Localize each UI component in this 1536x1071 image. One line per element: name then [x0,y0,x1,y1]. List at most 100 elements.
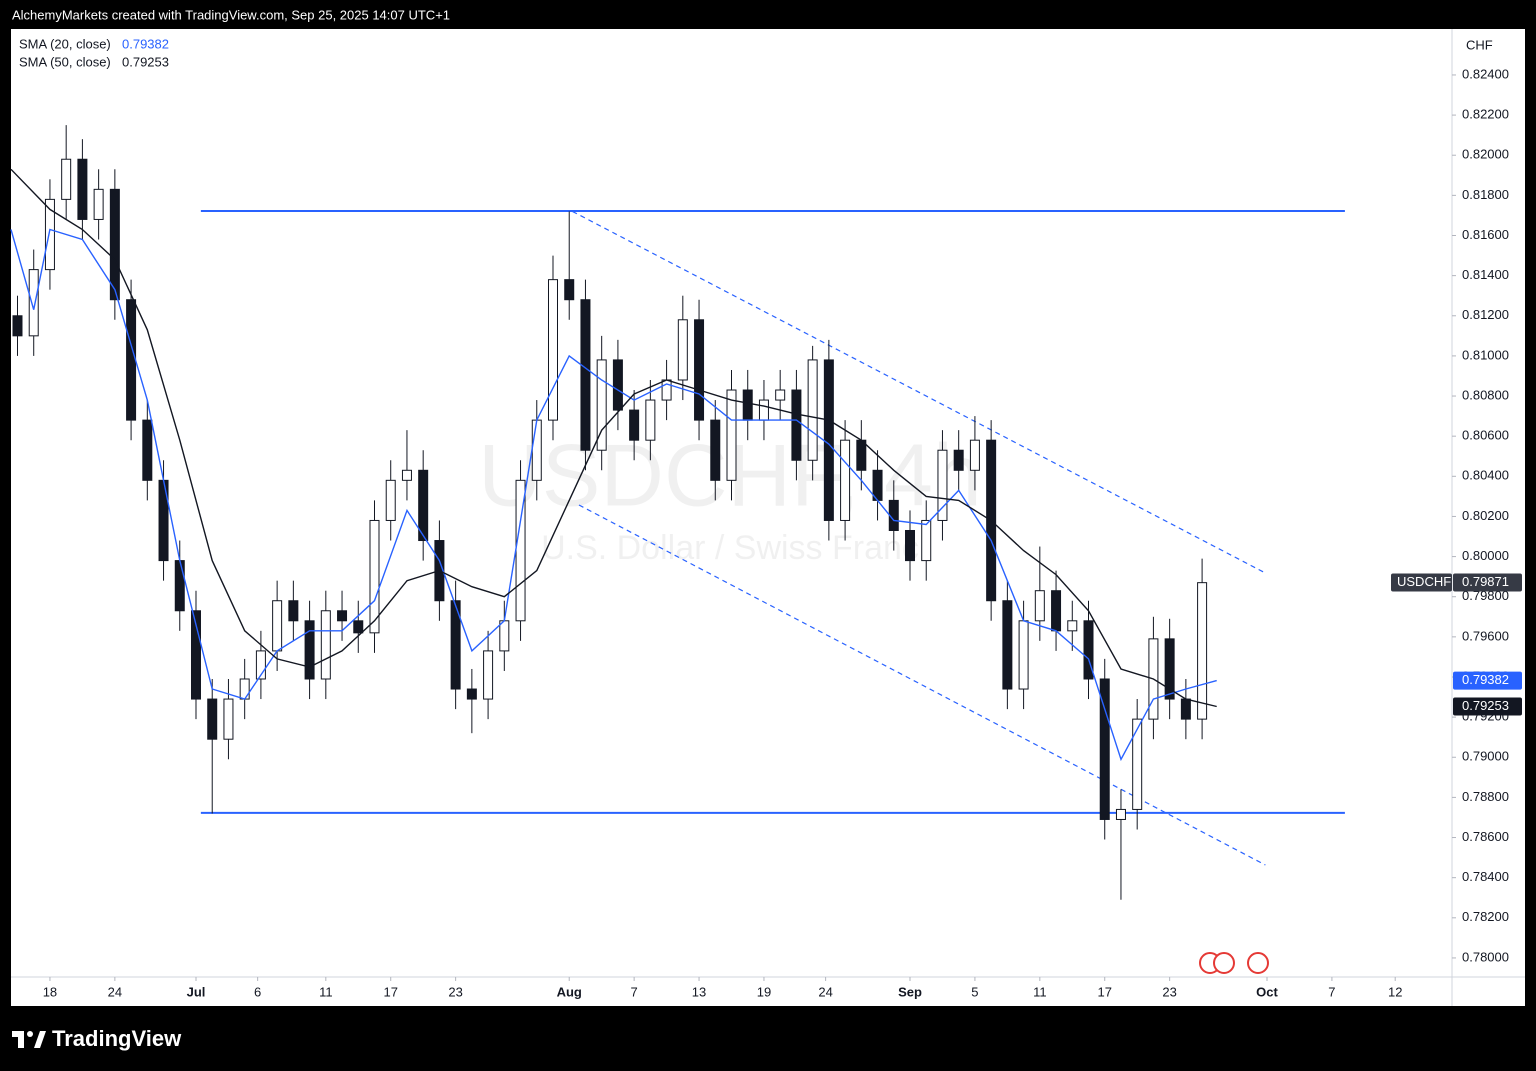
x-tick-label: 13 [692,984,706,999]
trend-line [578,504,1266,866]
x-tick-label: Sep [898,984,922,999]
legend-name: SMA (20, close) [19,36,111,51]
candle-body [126,299,137,421]
candle-body [710,419,721,481]
candle-body [1083,620,1094,680]
y-tick-label: 0.80600 [1462,428,1509,443]
x-tick-label: 19 [757,984,771,999]
y-tick-label: 0.81600 [1462,227,1509,242]
candle-body [174,560,185,612]
candle-body [1067,620,1078,632]
symbol-badge-label: USDCHF [1397,574,1451,589]
candle-body [1132,718,1143,810]
candle-body [385,479,396,521]
candle-body [1099,678,1110,820]
candle-body [337,610,348,622]
price-badge [1453,671,1522,690]
x-tick-label: 17 [1097,984,1111,999]
x-tick-label: 7 [631,984,638,999]
candle-body [483,650,494,700]
candle-body [450,600,461,690]
candle-body [255,650,266,680]
sma-line [10,228,1217,762]
candle-body [1051,590,1062,632]
x-tick-label: 24 [108,984,122,999]
price-badge [1453,573,1522,592]
event-flag [1213,952,1235,974]
candle-body [807,359,818,461]
y-tick-label: 0.78200 [1462,909,1509,924]
candle-body [645,399,656,441]
y-tick-label: 0.82200 [1462,107,1509,122]
y-tick-label: 0.80200 [1462,508,1509,523]
candle-body [223,698,234,740]
footer-logo: TradingView [12,1026,182,1051]
trend-line [572,210,1266,574]
y-tick-label: 0.82400 [1462,66,1509,81]
logo-slash [34,1031,46,1048]
y-tick-label: 0.78400 [1462,869,1509,884]
x-tick-label: Oct [1256,984,1278,999]
candle-body [304,620,315,680]
candle-body [953,449,964,471]
y-tick-label: 0.81200 [1462,307,1509,322]
x-tick-label: Jul [187,984,206,999]
y-tick-label: 0.78600 [1462,829,1509,844]
candle-body [1164,638,1175,700]
y-tick-label: 0.81000 [1462,347,1509,362]
candle-body [629,409,640,441]
candle-body [28,269,39,337]
x-tick-label: 11 [1033,984,1047,999]
candle-body [596,359,607,451]
legend-name: SMA (50, close) [19,54,111,69]
candle-body [1018,620,1029,690]
candle-body [726,389,737,481]
x-tick-label: 11 [319,984,333,999]
candle-body [661,379,672,401]
event-flag [1247,952,1269,974]
candle-body [775,389,786,401]
y-tick-label: 0.81800 [1462,187,1509,202]
candle-body [1197,582,1208,720]
candle-body [239,678,250,700]
price-badge-label: 0.79382 [1462,672,1509,687]
y-tick-label: 0.79000 [1462,749,1509,764]
header-title: AlchemyMarkets created with TradingView.… [12,7,450,22]
candle-body [937,449,948,521]
candle-body [823,359,834,521]
candle-body [401,469,412,481]
legend-value: 0.79382 [122,36,169,51]
x-tick-label: 24 [818,984,832,999]
x-tick-label: 5 [971,984,978,999]
candle-body [93,188,104,220]
x-tick-label: 7 [1328,984,1335,999]
candle-body [840,439,851,521]
candle-body [612,359,623,411]
candle-body [61,158,72,200]
candle-body [44,198,55,271]
y-tick-label: 0.79600 [1462,628,1509,643]
y-tick-label: 0.78800 [1462,789,1509,804]
y-tick-label: 0.78000 [1462,949,1509,964]
price-badge-label: 0.79871 [1462,574,1509,589]
candle-body [320,610,331,680]
candle-body [580,299,591,451]
legend-value: 0.79253 [122,54,169,69]
candle-body [694,319,705,421]
chart-panel [11,29,1525,1006]
candle-body [77,158,88,220]
logo-dot [27,1031,33,1037]
candle-body [353,620,364,634]
candle-body [1002,600,1013,690]
price-badge-label: 0.79253 [1462,698,1509,713]
x-tick-label: Aug [557,984,582,999]
candle-body [905,529,916,562]
y-tick-label: 0.82000 [1462,147,1509,162]
candle-body [190,610,201,700]
candle-body [531,419,542,481]
candle-body [418,469,429,542]
y-tick-label: 0.80400 [1462,468,1509,483]
candle-body [888,499,899,531]
candle-body [207,698,218,740]
candle-body [12,315,23,337]
